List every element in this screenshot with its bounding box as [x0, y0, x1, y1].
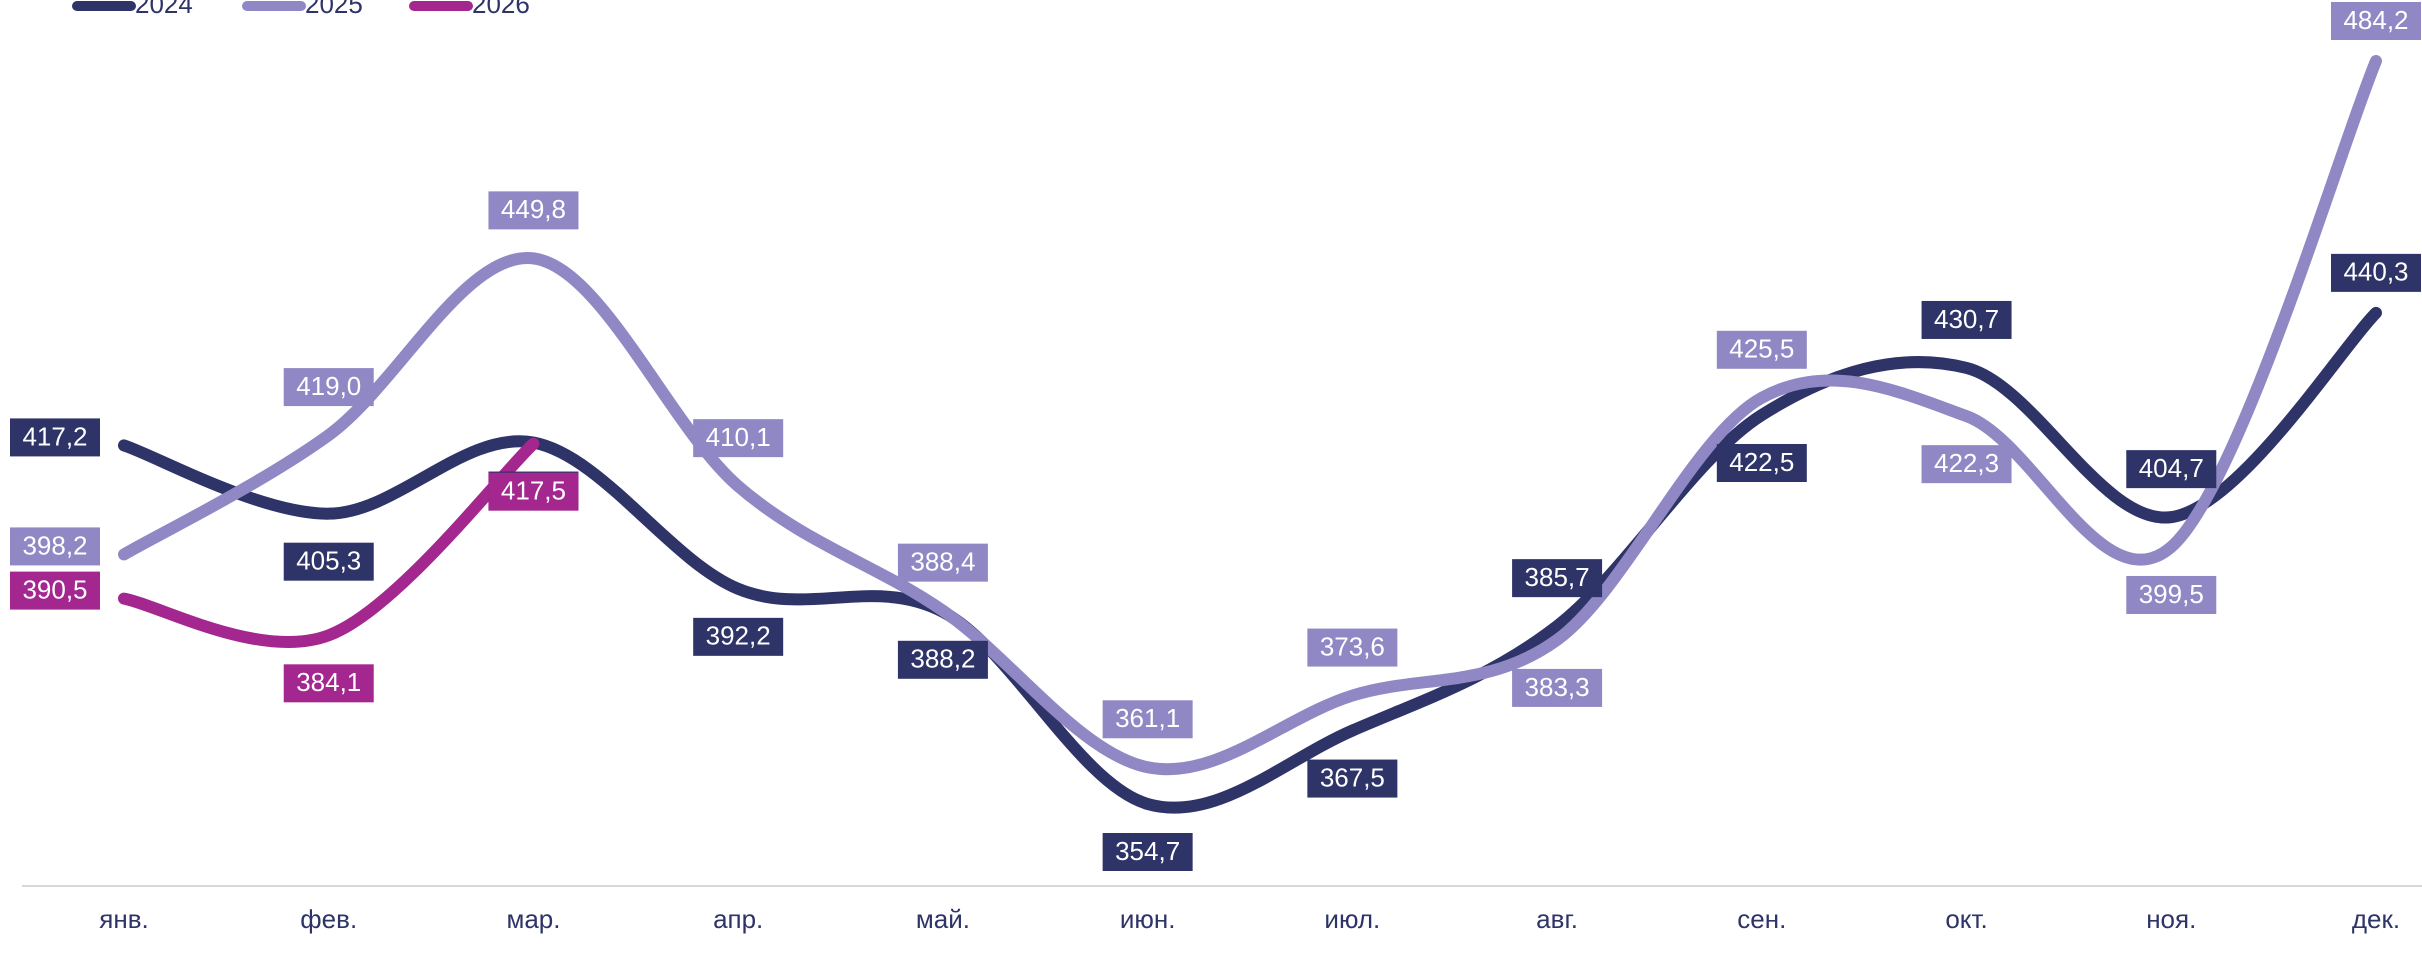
x-tick-label: фев.	[300, 904, 357, 934]
data-label-box	[693, 419, 784, 458]
x-tick-label: сен.	[1737, 904, 1786, 934]
data-label-text: 384,1	[296, 667, 361, 697]
data-label-box	[2331, 253, 2421, 292]
data-label-text: 422,5	[1729, 447, 1794, 477]
data-label: 410,1	[693, 419, 784, 458]
data-label-text: 417,5	[501, 476, 566, 506]
data-label-box	[693, 617, 784, 656]
data-label-text: 388,4	[910, 547, 975, 577]
data-label: 449,8	[488, 191, 579, 230]
data-label-box	[10, 571, 100, 610]
data-label-text: 410,1	[706, 422, 771, 452]
data-label-box	[1716, 330, 1807, 369]
data-label-box	[10, 527, 100, 566]
data-label-box	[1512, 559, 1603, 598]
data-label: 422,5	[1716, 444, 1807, 483]
x-tick-label: апр.	[713, 904, 763, 934]
data-label-text: 430,7	[1934, 304, 1999, 334]
data-label-text: 417,2	[22, 421, 87, 451]
data-label: 484,2	[2331, 2, 2421, 40]
data-label-text: 361,1	[1115, 703, 1180, 733]
data-label-text: 484,2	[2343, 5, 2408, 35]
data-label: 388,4	[897, 543, 988, 582]
data-label: 392,2	[693, 617, 784, 656]
data-label-text: 405,3	[296, 546, 361, 576]
data-label-text: 383,3	[1525, 672, 1590, 702]
x-tick-label: ноя.	[2146, 904, 2196, 934]
data-label: 422,3	[1921, 445, 2012, 484]
data-label-box	[283, 542, 374, 581]
data-label: 417,5	[488, 472, 579, 511]
series-line	[118, 437, 540, 648]
data-label-text: 398,2	[22, 530, 87, 560]
data-label-box	[283, 368, 374, 407]
data-label-box	[1307, 759, 1398, 798]
data-label-box	[2126, 575, 2217, 614]
data-label-box	[1921, 300, 2012, 339]
data-label: 361,1	[1102, 700, 1193, 739]
legend-label: 2025	[305, 0, 363, 19]
data-label-text: 419,0	[296, 371, 361, 401]
data-label-box	[1307, 628, 1398, 667]
data-label-box	[283, 664, 374, 703]
data-label-text: 367,5	[1320, 762, 1385, 792]
data-label-text: 388,2	[910, 644, 975, 674]
data-label-box	[488, 191, 579, 230]
data-label: 419,0	[283, 368, 374, 407]
data-label-text: 373,6	[1320, 631, 1385, 661]
data-label-box	[1102, 833, 1193, 871]
data-label: 399,5	[2126, 575, 2217, 614]
data-label-text: 390,5	[22, 574, 87, 604]
data-label-text: 449,8	[501, 194, 566, 224]
x-tick-label: дек.	[2352, 904, 2400, 934]
data-label-box	[10, 418, 100, 457]
x-tick-label: май.	[916, 904, 970, 934]
data-label-box	[1716, 444, 1807, 483]
data-label: 390,5	[10, 571, 100, 610]
data-label: 425,5	[1716, 330, 1807, 369]
x-tick-label: июн.	[1120, 904, 1176, 934]
data-label-text: 392,2	[706, 621, 771, 651]
data-label: 405,3	[283, 542, 374, 581]
data-label-box	[488, 472, 579, 511]
x-tick-label: янв.	[99, 904, 148, 934]
data-label: 354,7	[1102, 833, 1193, 871]
data-label-text: 422,3	[1934, 448, 1999, 478]
data-label: 388,2	[897, 640, 988, 679]
x-tick-label: мар.	[506, 904, 560, 934]
data-label: 385,7	[1512, 559, 1603, 598]
data-label-text: 425,5	[1729, 334, 1794, 364]
data-label-box	[1921, 445, 2012, 484]
x-tick-label: авг.	[1536, 904, 1578, 934]
x-tick-label: окт.	[1945, 904, 1987, 934]
data-label: 417,2	[10, 418, 100, 457]
series-line	[118, 55, 2382, 776]
data-label: 367,5	[1307, 759, 1398, 798]
data-label-box	[2331, 2, 2421, 40]
data-label-text: 354,7	[1115, 836, 1180, 866]
data-label-box	[2126, 450, 2217, 489]
data-label: 440,3	[2331, 253, 2421, 292]
legend-label: 2026	[472, 0, 530, 19]
data-label-text: 399,5	[2139, 579, 2204, 609]
data-label: 373,6	[1307, 628, 1398, 667]
data-label-box	[897, 640, 988, 679]
legend-label: 2024	[135, 0, 193, 19]
data-label: 398,2	[10, 527, 100, 566]
data-label: 404,7	[2126, 450, 2217, 489]
x-tick-label: июл.	[1324, 904, 1380, 934]
data-label-text: 385,7	[1525, 562, 1590, 592]
data-label: 430,7	[1921, 300, 2012, 339]
series-line	[118, 306, 2382, 814]
data-label: 384,1	[283, 664, 374, 703]
data-label-box	[1512, 668, 1603, 707]
data-label: 383,3	[1512, 668, 1603, 707]
data-label-box	[897, 543, 988, 582]
data-label-text: 404,7	[2139, 453, 2204, 483]
data-label-box	[1102, 700, 1193, 739]
data-label-text: 440,3	[2343, 257, 2408, 287]
